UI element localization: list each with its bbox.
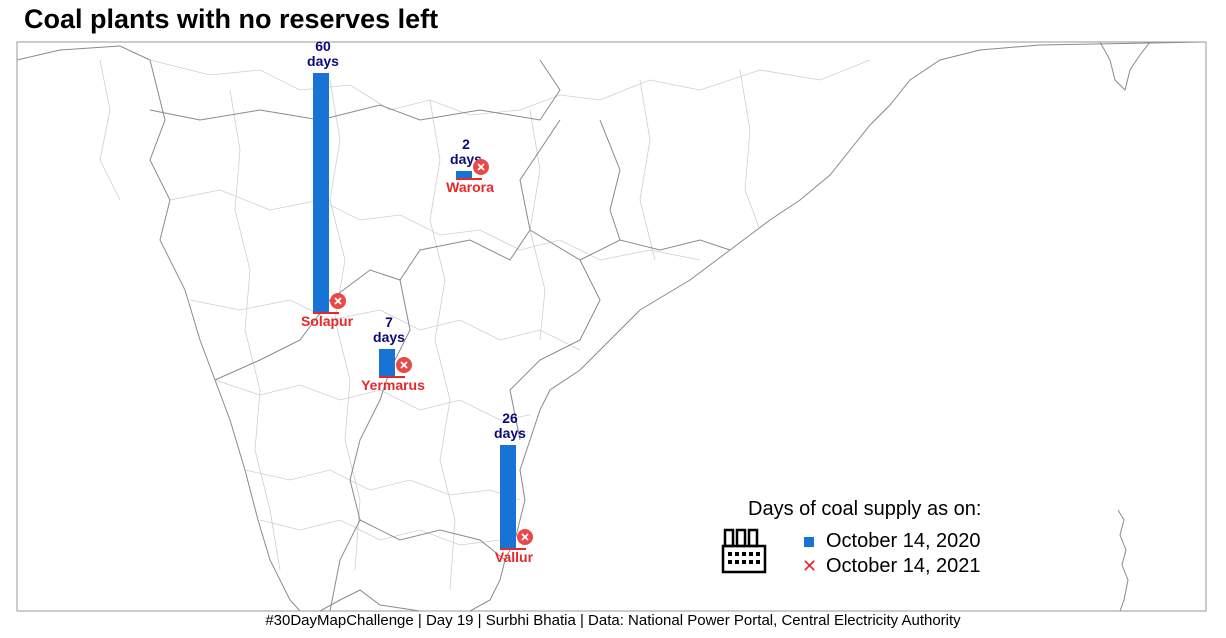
map-title: Coal plants with no reserves left xyxy=(24,4,439,34)
bar-yermarus xyxy=(379,349,395,377)
north-east-coast xyxy=(1099,42,1151,91)
plant-label-solapur: Solapur xyxy=(301,313,354,329)
basemap xyxy=(17,42,1206,611)
landmass-outline xyxy=(17,42,1206,611)
plant-marks: 60daysSolapur2daysWarora7daysYermarus26d… xyxy=(301,38,534,565)
bar-warora xyxy=(456,171,472,179)
plant-label-warora: Warora xyxy=(446,179,494,195)
unit-label-solapur: days xyxy=(307,53,339,69)
legend-label-2020: October 14, 2020 xyxy=(826,530,981,552)
andaman-islands xyxy=(1117,509,1129,611)
cross-marker-yermarus xyxy=(396,357,412,373)
value-label-solapur: 60 xyxy=(315,38,331,54)
value-label-warora: 2 xyxy=(462,136,470,152)
caption: #30DayMapChallenge | Day 19 | Surbhi Bha… xyxy=(265,612,961,629)
cross-marker-vallur xyxy=(517,529,533,545)
plant-label-yermarus: Yermarus xyxy=(361,377,425,393)
unit-label-yermarus: days xyxy=(373,329,405,345)
legend-cross-marker: ✕ xyxy=(802,556,818,576)
factory-icon xyxy=(721,528,767,574)
legend-square-marker xyxy=(804,537,814,547)
legend-title: Days of coal supply as on: xyxy=(748,498,982,520)
bar-solapur xyxy=(313,73,329,313)
value-label-vallur: 26 xyxy=(502,410,518,426)
bar-vallur xyxy=(500,445,516,549)
cross-marker-solapur xyxy=(330,293,346,309)
legend-label-2021: October 14, 2021 xyxy=(826,555,981,577)
legend-item-2020: October 14, 2020 xyxy=(802,530,981,553)
state-boundaries xyxy=(149,59,731,611)
cross-marker-warora xyxy=(473,159,489,175)
legend-item-2021: ✕ October 14, 2021 xyxy=(802,555,981,578)
plant-label-vallur: Vallur xyxy=(495,549,534,565)
value-label-yermarus: 7 xyxy=(385,314,393,330)
map-frame xyxy=(16,41,1207,612)
unit-label-vallur: days xyxy=(494,425,526,441)
